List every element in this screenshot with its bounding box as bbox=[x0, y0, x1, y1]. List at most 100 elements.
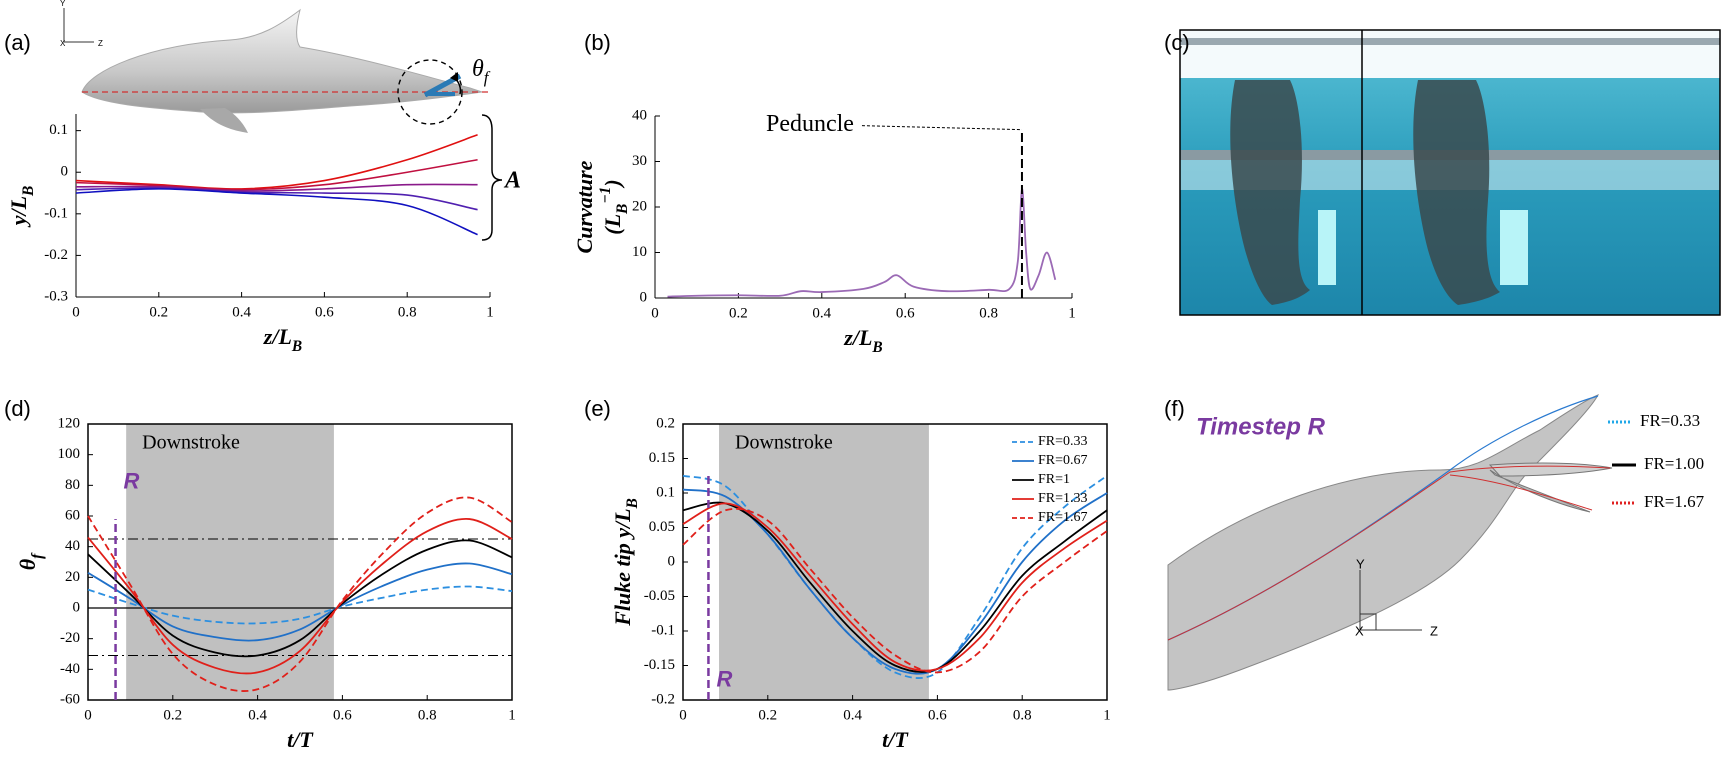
x-tick-label: 0 bbox=[679, 707, 687, 723]
x-tick-label: 0.8 bbox=[979, 305, 998, 321]
render-title: Timestep R bbox=[1196, 413, 1326, 440]
x-tick-label: 0 bbox=[84, 707, 92, 723]
label-part: Fluke tip y/L bbox=[610, 508, 635, 626]
y-tick-label: 0.1 bbox=[49, 122, 68, 138]
series-line bbox=[87, 562, 513, 642]
y-axis-label: Curvature bbox=[572, 160, 597, 253]
shade-label: Downstroke bbox=[735, 432, 833, 454]
dolphin-render bbox=[63, 8, 503, 241]
series-line bbox=[667, 187, 1057, 298]
panel-label: (b) bbox=[584, 30, 611, 55]
label-part: z/L bbox=[263, 324, 292, 349]
label-part: B bbox=[291, 338, 302, 355]
axis-triad-label: Z bbox=[1430, 623, 1438, 638]
y-tick-label: 0.15 bbox=[649, 450, 675, 466]
axis-triad-label: X bbox=[1355, 623, 1364, 638]
y-tick-label: 30 bbox=[632, 153, 647, 169]
x-tick-label: 0.4 bbox=[843, 707, 862, 723]
y-tick-label: 0.05 bbox=[649, 519, 675, 535]
x-tick-label: 0.8 bbox=[398, 304, 417, 320]
x-tick-label: 0.8 bbox=[418, 707, 437, 723]
label-part: f bbox=[29, 552, 46, 559]
x-axis-label: z/LB bbox=[263, 324, 302, 355]
x-tick-label: 0.6 bbox=[896, 305, 915, 321]
x-tick-label: 0.2 bbox=[163, 707, 182, 723]
label-part: ) bbox=[600, 179, 625, 188]
label-part: B bbox=[624, 498, 641, 509]
y-axis-label: θf bbox=[15, 552, 46, 570]
y-tick-label: 0.2 bbox=[656, 415, 675, 431]
render-label: FR=1.67 bbox=[1644, 492, 1705, 511]
x-tick-label: 0 bbox=[651, 305, 659, 321]
annotation-leader bbox=[861, 125, 1022, 131]
x-axis-label: t/T bbox=[287, 727, 314, 752]
label-part: −1 bbox=[597, 187, 614, 204]
y-tick-label: -0.1 bbox=[44, 205, 68, 221]
render-label: FR=0.33 bbox=[1640, 411, 1700, 430]
y-tick-label: -0.2 bbox=[651, 691, 675, 707]
x-tick-label: 0.4 bbox=[812, 305, 831, 321]
y-tick-label: 60 bbox=[65, 507, 80, 523]
y-tick-label: 120 bbox=[58, 415, 81, 431]
angle-label: θf bbox=[472, 56, 491, 88]
panel-label: (d) bbox=[4, 396, 31, 421]
x-tick-label: 0.2 bbox=[729, 305, 748, 321]
series-line bbox=[87, 496, 513, 692]
y-tick-label: 0 bbox=[73, 599, 81, 615]
series-line bbox=[87, 518, 513, 675]
label-part: Curvature bbox=[572, 160, 597, 253]
y-tick-label: 0 bbox=[640, 289, 648, 305]
marker-label: R bbox=[716, 666, 732, 691]
x-tick-label: 0.6 bbox=[315, 304, 334, 320]
annotation-label: Peduncle bbox=[766, 111, 854, 137]
y-axis-label: y/LB bbox=[6, 186, 37, 229]
y-tick-label: -0.3 bbox=[44, 288, 68, 304]
shaded-region bbox=[719, 424, 929, 700]
axis-triad-label: X bbox=[60, 39, 66, 48]
axis-triad-label: Y bbox=[1356, 556, 1365, 571]
series-line bbox=[75, 158, 478, 191]
label-part: θ bbox=[472, 56, 484, 82]
amplitude-label: A bbox=[503, 168, 521, 194]
y-axis-label: (LB−1) bbox=[597, 179, 631, 234]
render-label: FR=1.00 bbox=[1644, 454, 1704, 473]
y-tick-label: 40 bbox=[65, 538, 80, 554]
panel-label: (e) bbox=[584, 396, 611, 421]
series-line bbox=[682, 507, 1108, 674]
y-tick-label: 0.1 bbox=[656, 484, 675, 500]
series-line bbox=[75, 183, 478, 192]
label-part: θ bbox=[15, 558, 40, 570]
x-tick-label: 0.4 bbox=[248, 707, 267, 723]
x-tick-label: 0.4 bbox=[232, 304, 251, 320]
y-tick-label: 100 bbox=[58, 446, 81, 462]
panel-label: (c) bbox=[1164, 30, 1190, 55]
y-tick-label: -0.15 bbox=[644, 657, 675, 673]
label-part: f bbox=[484, 68, 491, 87]
legend-label: FR=0.67 bbox=[1038, 453, 1088, 468]
label-part: B bbox=[871, 339, 882, 356]
y-tick-label: 20 bbox=[65, 569, 80, 585]
series-line bbox=[75, 134, 478, 190]
photo bbox=[1179, 29, 1721, 316]
series-line bbox=[87, 539, 513, 658]
series-line bbox=[75, 187, 478, 211]
legend-label: FR=1.67 bbox=[1038, 510, 1088, 525]
y-tick-label: -0.05 bbox=[644, 588, 675, 604]
plot-frame bbox=[87, 423, 513, 701]
y-tick-label: 10 bbox=[632, 244, 647, 260]
axis-triad-label: Y bbox=[60, 0, 66, 8]
legend-label: FR=0.33 bbox=[1038, 434, 1088, 449]
label-part: z/L bbox=[843, 325, 872, 350]
x-axis-label: z/LB bbox=[843, 325, 882, 356]
x-tick-label: 0.6 bbox=[928, 707, 947, 723]
legend-label: FR=1.33 bbox=[1038, 491, 1088, 506]
y-tick-label: 80 bbox=[65, 477, 80, 493]
y-tick-label: 0 bbox=[61, 164, 69, 180]
label-part: B bbox=[20, 186, 37, 197]
panel-label: (a) bbox=[4, 30, 31, 55]
y-tick-label: 40 bbox=[632, 107, 647, 123]
y-tick-label: -60 bbox=[60, 691, 80, 707]
y-tick-label: 20 bbox=[632, 198, 647, 214]
x-tick-label: 0 bbox=[72, 304, 80, 320]
